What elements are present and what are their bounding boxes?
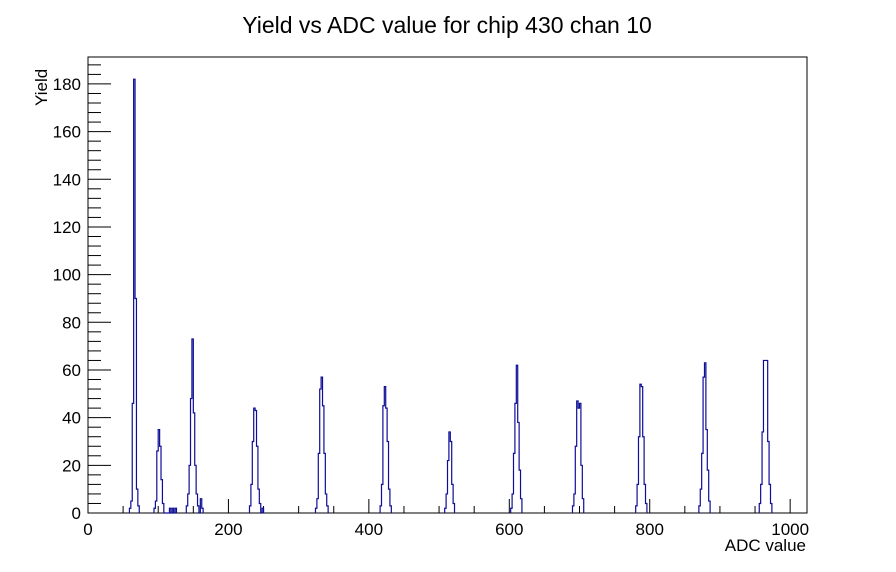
- x-tick-label: 400: [355, 520, 383, 539]
- y-tick-label: 60: [62, 361, 81, 380]
- y-tick-label: 180: [53, 75, 81, 94]
- x-tick-label: 1000: [771, 520, 809, 539]
- plot-frame: [87, 56, 808, 514]
- x-tick-label: 800: [636, 520, 664, 539]
- x-tick-label: 600: [495, 520, 523, 539]
- x-tick-label: 200: [214, 520, 242, 539]
- y-tick-label: 20: [62, 456, 81, 475]
- x-axis-title: ADC value: [725, 536, 806, 555]
- y-tick-label: 160: [53, 123, 81, 142]
- y-tick-label: 40: [62, 409, 81, 428]
- axis-tick-layer: [87, 64, 791, 514]
- y-tick-label: 120: [53, 218, 81, 237]
- tick-label-layer: 0 200 400 600 800 1000 0 20 40 60 80 100 120 140 160 18…: [53, 75, 809, 539]
- y-axis-title: Yield: [32, 69, 51, 106]
- y-tick-label: 80: [62, 313, 81, 332]
- chart-title: Yield vs ADC value for chip 430 chan 10: [242, 12, 652, 38]
- plot-frame-layer: [87, 56, 808, 514]
- y-tick-label: 0: [72, 504, 81, 523]
- x-tick-label: 0: [83, 520, 92, 539]
- y-tick-label: 100: [53, 266, 81, 285]
- y-tick-label: 140: [53, 170, 81, 189]
- histogram-line: [128, 78, 773, 514]
- histogram-layer: [128, 78, 773, 514]
